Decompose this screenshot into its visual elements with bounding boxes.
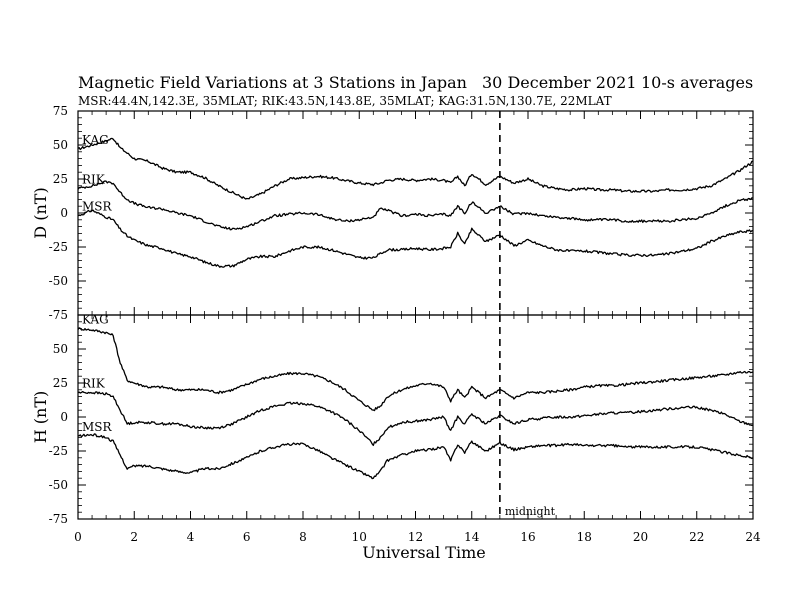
x-tick-label: 8 [299,530,307,544]
series-label-kag: KAG [82,133,109,147]
x-tick-label: 20 [633,530,648,544]
y-axis-label: D (nT) [31,187,50,238]
x-axis-tick-labels: 0 2 4 6 8 10 12 14 16 18 20 22 24 [74,530,761,544]
x-tick-label: 24 [745,530,761,544]
y-tick-label: -50 [49,478,68,492]
y-axis-label: H (nT) [31,391,50,444]
chart-date: 30 December 2021 [482,73,637,92]
series-label-rik: RIK [82,377,106,391]
x-axis-label: Universal Time [362,543,485,562]
series-line-kag [77,327,754,412]
y-tick-label: -75 [49,308,68,322]
y-tick-label: 75 [53,104,68,118]
y-tick-label: 0 [60,410,68,424]
series-label-msr: MSR [82,200,113,214]
y-tick-label: 50 [53,342,68,356]
y-tick-label: 25 [53,376,68,390]
series-label-msr: MSR [82,420,113,434]
y-tick-label: -25 [49,240,68,254]
chart-title: Magnetic Field Variations at 3 Stations … [78,73,467,92]
series-line-kag [77,137,754,200]
series-line-msr [77,433,754,480]
x-tick-label: 10 [352,530,367,544]
y-tick-label: -25 [49,444,68,458]
x-tick-label: 18 [577,530,592,544]
series-line-rik [77,390,754,447]
x-tick-label: 6 [243,530,251,544]
declination-panel: 75 50 25 0 -25 -50 -75 D (nT) KAG RIK MSR [31,104,754,322]
y-tick-label: -75 [49,512,68,526]
horizontal-panel: 50 25 0 -25 -50 -75 H (nT) KAG RIK MSR [31,313,754,526]
y-tick-label: 25 [53,172,68,186]
y-tick-label: -50 [49,274,68,288]
x-tick-label: 12 [408,530,423,544]
y-tick-label: 0 [60,206,68,220]
chart-averaging: 10-s averages [641,73,753,92]
panel-frame [77,314,754,520]
x-tick-label: 16 [520,530,535,544]
x-tick-label: 4 [187,530,195,544]
series-label-kag: KAG [82,313,109,327]
x-tick-label: 0 [74,530,82,544]
x-tick-label: 2 [130,530,138,544]
stations-info: MSR:44.4N,142.3E, 35MLAT; RIK:43.5N,143.… [78,94,612,108]
series-line-msr [77,209,754,268]
series-label-rik: RIK [82,173,106,187]
midnight-label: midnight [505,505,556,518]
x-tick-label: 14 [464,530,480,544]
series-line-rik [77,180,754,231]
y-tick-label: 50 [53,138,68,152]
x-tick-label: 22 [689,530,704,544]
